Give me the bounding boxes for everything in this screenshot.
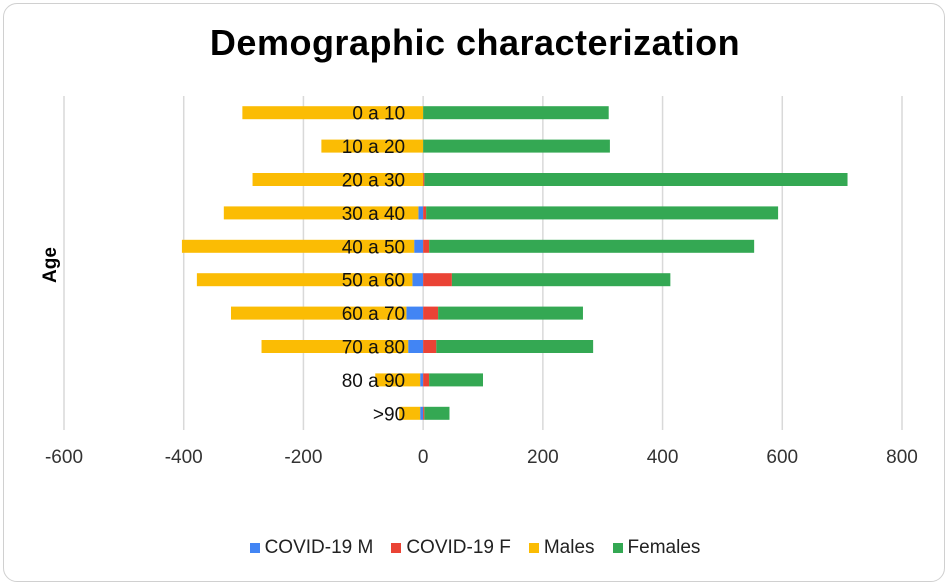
legend-label: COVID-19 F [406,537,511,558]
legend: COVID-19 M COVID-19 F Males Females [0,537,950,559]
category-label: 80 a 90 [342,371,405,392]
category-label: 40 a 50 [342,237,405,258]
bars [181,106,848,420]
legend-label: COVID-19 M [264,537,374,558]
category-label: 0 a 10 [352,104,405,125]
bar-covid-19-m [420,373,424,387]
bar-covid-19-f [423,306,439,320]
x-tick-labels: -600 -400 -200 0 200 400 600 800 [45,447,918,468]
bar-females [426,206,779,220]
bar-females [429,373,483,387]
bar-covid-19-m [414,239,424,253]
legend-swatch [249,543,260,553]
x-tick-label: 400 [647,447,679,468]
category-label: 50 a 60 [342,271,405,292]
bar-females [436,340,594,353]
legend-item: Males [528,537,595,559]
bar-covid-19-m [408,340,424,353]
bar-covid-19-f [423,206,427,220]
bar-males [321,139,424,153]
bar-covid-19-m [418,206,424,220]
x-tick-label: -400 [165,447,203,468]
legend-swatch [391,543,402,553]
category-labels: 0 a 10 10 a 20 20 a 30 30 a 40 40 a 50 50 a 6… [342,104,405,426]
category-label: 20 a 30 [342,171,405,192]
legend-label: Males [543,537,595,558]
category-label: 30 a 40 [342,204,405,225]
category-label: 10 a 20 [342,137,405,158]
legend-swatch [528,543,539,553]
bar-covid-19-f [423,406,425,420]
bar-covid-19-f [423,173,425,186]
chart-frame [3,3,945,582]
legend-label: Females [627,537,701,558]
x-tick-label: -200 [284,447,322,468]
bar-covid-19-f [423,340,437,353]
bar-covid-19-m [412,273,424,287]
bar-covid-19-f [423,373,430,387]
bar-females [423,139,610,153]
bar-males [242,106,424,120]
bar-males [252,173,424,186]
chart-title: Demographic characterization [209,22,741,63]
y-axis-label: Age [40,247,61,283]
bar-covid-19-m [406,306,424,320]
x-tick-label: 200 [527,447,559,468]
bar-females [451,273,671,287]
bar-females [424,406,450,420]
bar-males [399,406,421,420]
legend-swatch [612,543,623,553]
x-tick-label: 800 [886,447,918,468]
legend-item: Females [612,537,701,559]
bar-covid-19-f [423,273,452,287]
bar-males [181,239,415,253]
bar-females [429,239,755,253]
bar-covid-19-f [423,239,430,253]
bar-females [424,173,848,186]
bar-males [375,373,421,387]
x-tick-label: 600 [766,447,798,468]
category-label: 70 a 80 [342,338,405,359]
category-label: >90 [373,404,405,425]
legend-item: COVID-19 M [249,537,374,559]
legend-item: COVID-19 F [391,537,511,559]
bar-males [196,273,413,287]
category-label: 60 a 70 [342,304,405,325]
bar-females [438,306,583,320]
x-tick-label: 0 [418,447,429,468]
x-tick-label: -600 [45,447,83,468]
bar-males [231,306,407,320]
bar-males [261,340,409,353]
bar-females [423,106,609,120]
bar-covid-19-m [420,406,424,420]
bar-males [223,206,419,220]
